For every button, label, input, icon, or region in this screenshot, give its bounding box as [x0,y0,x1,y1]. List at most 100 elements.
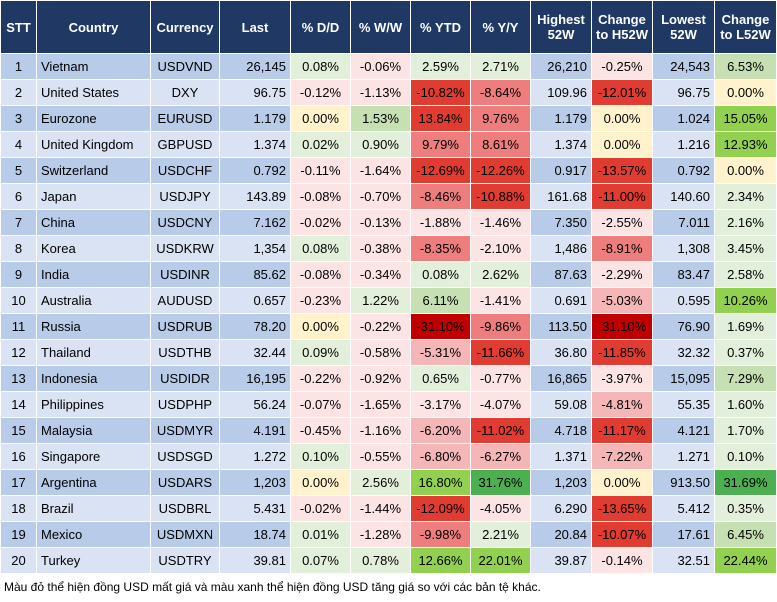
table-cell: -0.11% [290,157,351,184]
table-cell: 1.179 [530,105,592,132]
table-cell: United States [36,79,151,106]
table-cell: 1.271 [652,443,715,470]
table-row: 15 Malaysia USDMYR 4.191 -0.45% -1.16% -6.20% -… [0,417,777,444]
table-cell: Switzerland [36,157,151,184]
table-cell: 0.08% [290,53,351,80]
table-row: 11 Russia USDRUB 78.20 0.00% -0.22% -31.10% -9.… [0,313,777,340]
table-cell: -8.46% [410,183,471,210]
column-header: Highest 52W [530,0,592,54]
table-cell: 13 [0,365,37,392]
table-cell: 0.08% [410,261,471,288]
table-cell: -3.97% [591,365,653,392]
table-cell: 0.37% [714,339,777,366]
table-cell: USDMXN [150,521,220,548]
table-cell: 0.65% [410,365,471,392]
column-header: Country [36,0,151,54]
table-cell: 6.290 [530,495,592,522]
table-cell: Argentina [36,469,151,496]
table-cell: 96.75 [219,79,291,106]
table-cell: -12.69% [410,157,471,184]
table-cell: 1.53% [350,105,411,132]
table-cell: 1,486 [530,235,592,262]
table-cell: India [36,261,151,288]
table-cell: 15.05% [714,105,777,132]
table-cell: 55.35 [652,391,715,418]
table-cell: -12.26% [470,157,531,184]
table-row: 17 Argentina USDARS 1,203 0.00% 2.56% 16.80% 31… [0,469,777,496]
table-cell: 20 [0,547,37,574]
table-cell: -5.31% [410,339,471,366]
table-cell: EURUSD [150,105,220,132]
table-cell: -8.64% [470,79,531,106]
table-cell: -0.58% [350,339,411,366]
table-cell: -0.45% [290,417,351,444]
table-cell: -9.98% [410,521,471,548]
table-cell: -0.02% [290,209,351,236]
table-cell: 1.374 [530,131,592,158]
table-cell: 2.59% [410,53,471,80]
table-cell: AUDUSD [150,287,220,314]
table-cell: 39.87 [530,547,592,574]
table-cell: 7 [0,209,37,236]
table-cell: -6.27% [470,443,531,470]
table-cell: 2.62% [470,261,531,288]
table-cell: -0.08% [290,183,351,210]
table-cell: USDPHP [150,391,220,418]
table-cell: 39.81 [219,547,291,574]
table-cell: 26,145 [219,53,291,80]
table-cell: 0.792 [219,157,291,184]
table-cell: -5.03% [591,287,653,314]
table-cell: 9 [0,261,37,288]
table-row: 3 Eurozone EURUSD 1.179 0.00% 1.53% 13.84% 9.76… [0,105,777,132]
table-cell: Vietnam [36,53,151,80]
table-cell: 1,203 [219,469,291,496]
table-cell: -31.10% [591,313,653,340]
table-cell: -0.38% [350,235,411,262]
table-cell: 0.07% [290,547,351,574]
table-cell: 6 [0,183,37,210]
caption: Màu đỏ thể hiện đồng USD mất giá và màu … [4,580,541,594]
table-row: 19 Mexico USDMXN 18.74 0.01% -1.28% -9.98% 2.21… [0,521,777,548]
table-cell: 32.51 [652,547,715,574]
table-cell: -0.14% [591,547,653,574]
table-cell: -10.82% [410,79,471,106]
table-cell: 0.08% [290,235,351,262]
table-cell: Philippines [36,391,151,418]
table-cell: -11.02% [470,417,531,444]
table-cell: USDARS [150,469,220,496]
table-cell: 7.011 [652,209,715,236]
table-cell: 7.162 [219,209,291,236]
table-cell: -1.44% [350,495,411,522]
table-cell: Australia [36,287,151,314]
table-cell: 17.61 [652,521,715,548]
table-cell: -1.88% [410,209,471,236]
table-body: 1 Vietnam USDVND 26,145 0.08% -0.06% 2.59% 2.71… [0,53,777,574]
table-cell: -0.22% [290,365,351,392]
table-cell: -7.22% [591,443,653,470]
table-cell: 16,865 [530,365,592,392]
table-cell: 10.26% [714,287,777,314]
table-cell: -11.66% [470,339,531,366]
table-cell: -4.81% [591,391,653,418]
table-cell: USDCNY [150,209,220,236]
table-row: 6 Japan USDJPY 143.89 -0.08% -0.70% -8.46% -10.… [0,183,777,210]
table-row: 16 Singapore USDSGD 1.272 0.10% -0.55% -6.80% -… [0,443,777,470]
table-cell: -6.20% [410,417,471,444]
table-cell: 1.69% [714,313,777,340]
table-cell: 1.60% [714,391,777,418]
table-cell: 0.917 [530,157,592,184]
table-cell: -0.22% [350,313,411,340]
table-cell: 0.00% [714,79,777,106]
table-cell: 0.10% [714,443,777,470]
table-row: 7 China USDCNY 7.162 -0.02% -0.13% -1.88% -1.46… [0,209,777,236]
table-cell: 7.29% [714,365,777,392]
table-cell: 6.45% [714,521,777,548]
table-cell: Eurozone [36,105,151,132]
table-cell: -1.41% [470,287,531,314]
table-cell: 15,095 [652,365,715,392]
table-cell: 0.35% [714,495,777,522]
column-header: % YTD [410,0,471,54]
table-cell: 8 [0,235,37,262]
column-header: % W/W [350,0,411,54]
table-cell: 56.24 [219,391,291,418]
